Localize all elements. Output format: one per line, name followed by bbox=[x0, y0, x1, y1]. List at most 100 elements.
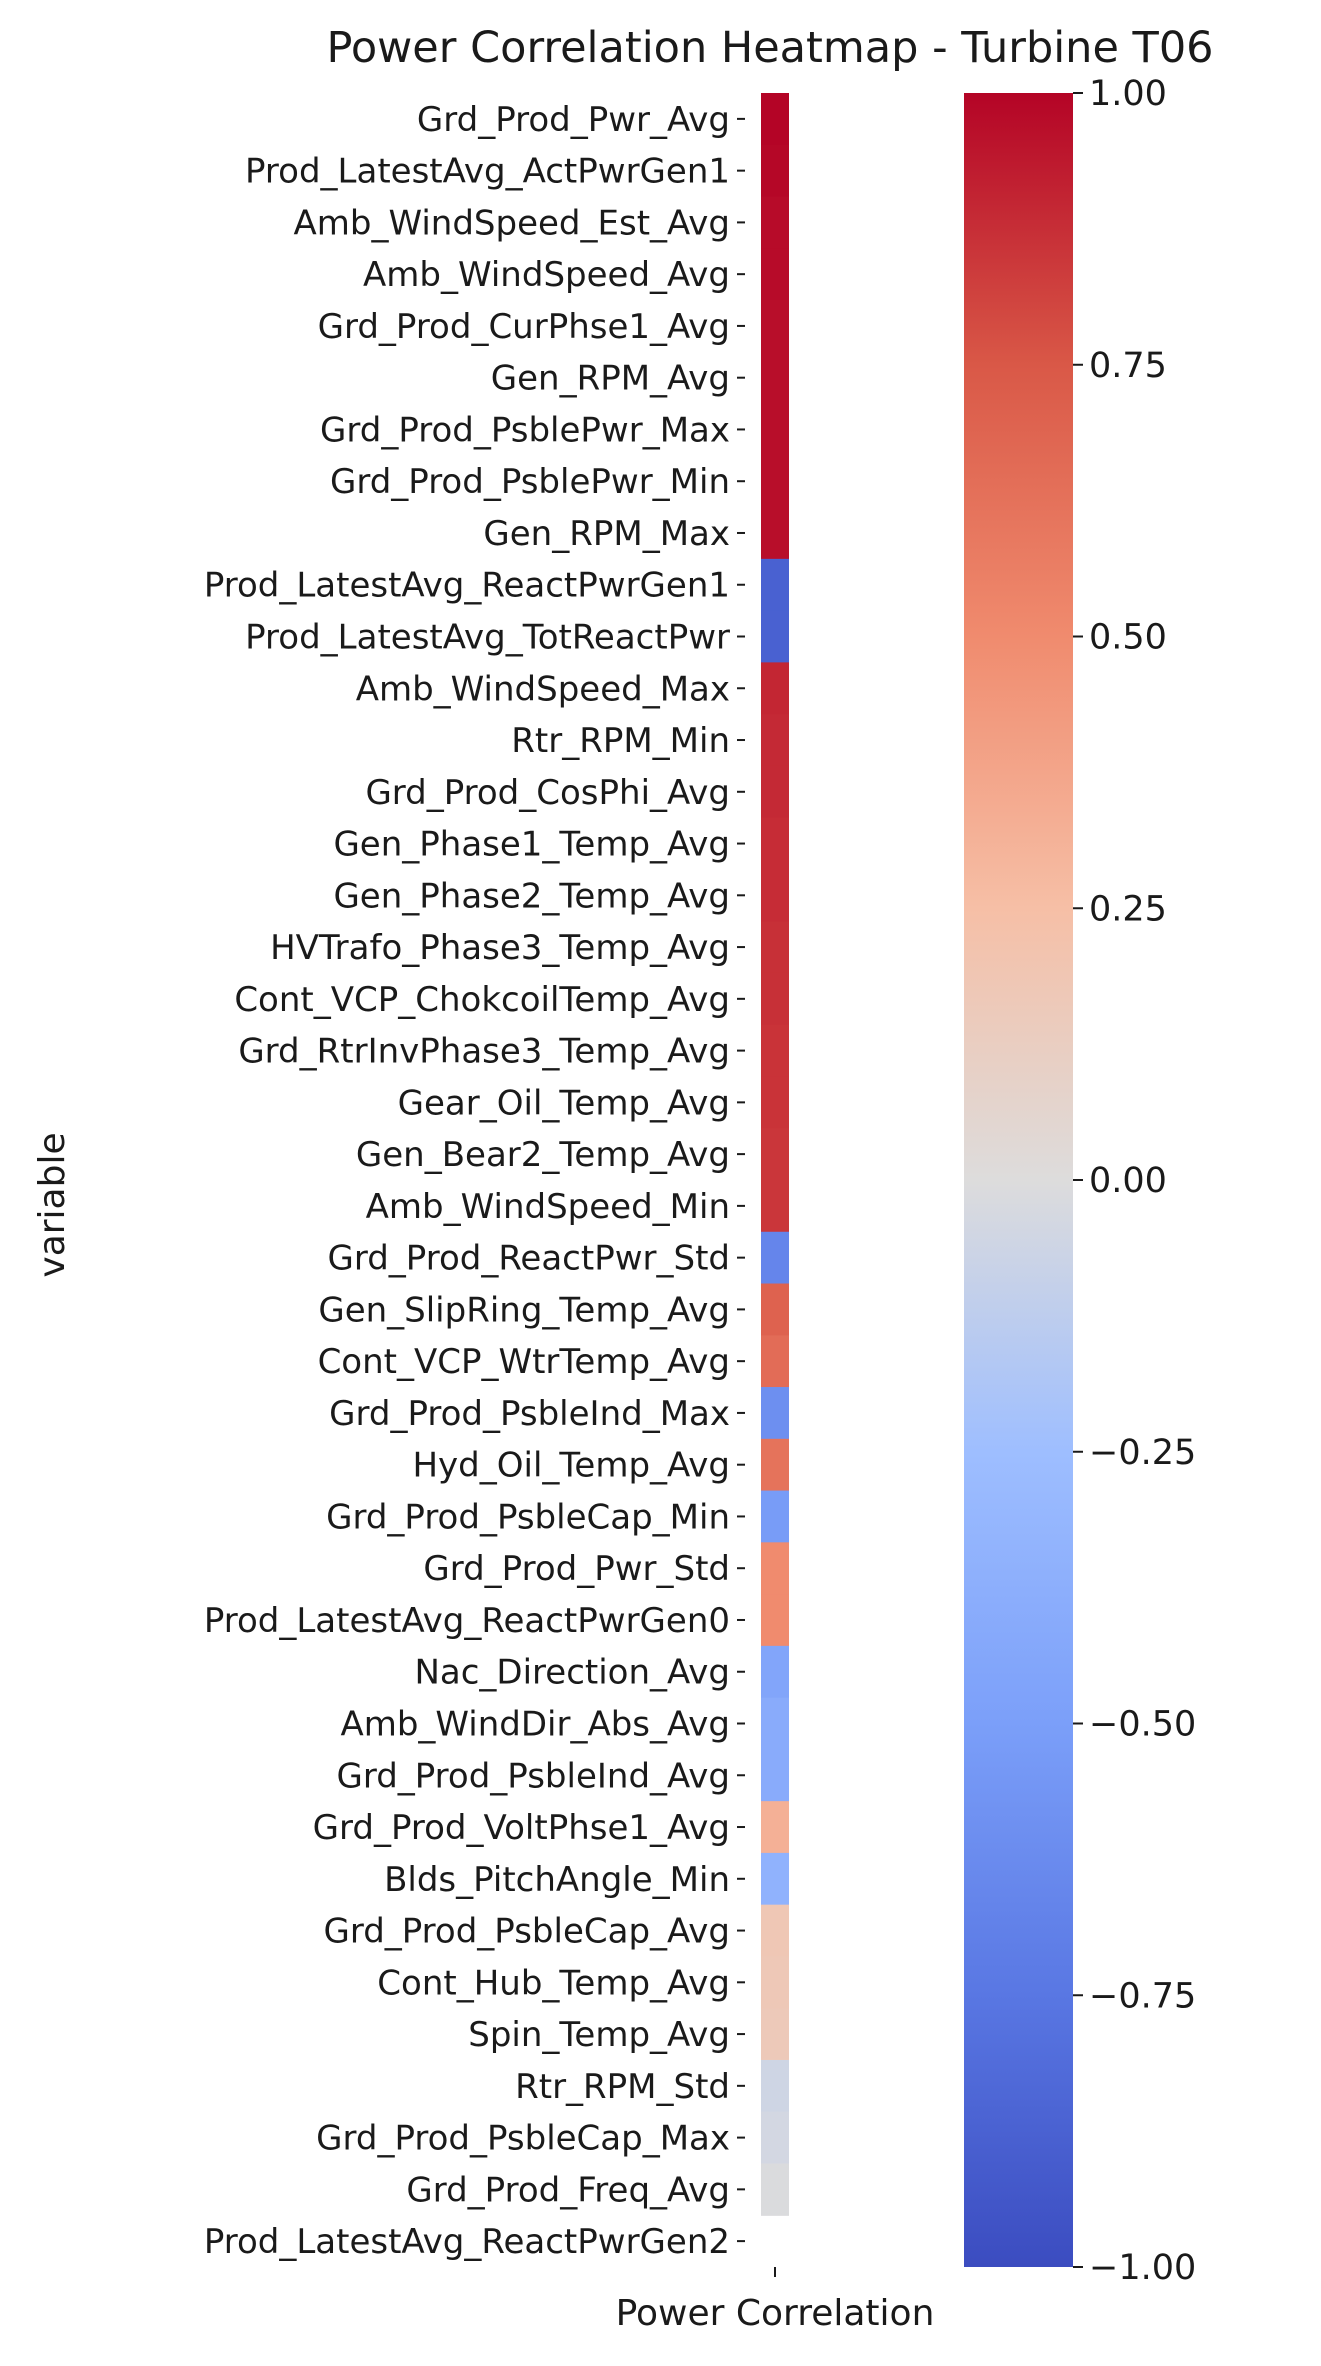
heatmap-cell bbox=[761, 2111, 789, 2165]
colorbar-tick-label: −1.00 bbox=[1089, 2248, 1196, 2288]
chart-title: Power Correlation Heatmap - Turbine T06 bbox=[326, 23, 1213, 73]
heatmap-cell bbox=[761, 765, 789, 819]
row-label: Grd_Prod_CurPhse1_Avg bbox=[318, 307, 730, 347]
colorbar-tick-label: 0.00 bbox=[1089, 1161, 1167, 1201]
x-axis-label: Power Correlation bbox=[616, 2293, 935, 2334]
heatmap-cell bbox=[761, 817, 789, 871]
row-label: Gen_RPM_Max bbox=[483, 514, 730, 554]
row-label: Grd_Prod_Freq_Avg bbox=[406, 2170, 730, 2210]
colorbar-tick-label: −0.50 bbox=[1089, 1705, 1196, 1745]
row-label: Prod_LatestAvg_ReactPwrGen2 bbox=[204, 2222, 730, 2262]
row-label: Prod_LatestAvg_TotReactPwr bbox=[245, 618, 730, 658]
heatmap-cell bbox=[761, 300, 789, 353]
row-label: Rtr_RPM_Std bbox=[515, 2067, 730, 2107]
heatmap-cell bbox=[761, 2008, 789, 2061]
heatmap-cell bbox=[761, 610, 789, 663]
heatmap-cell bbox=[761, 1904, 789, 1958]
row-label: Cont_VCP_ChokcoilTemp_Avg bbox=[234, 980, 730, 1020]
heatmap-cell bbox=[761, 2059, 789, 2113]
row-label: Cont_VCP_WtrTemp_Avg bbox=[318, 1342, 730, 1382]
heatmap-cell bbox=[761, 714, 789, 767]
row-label: Grd_Prod_PsbleCap_Avg bbox=[323, 1912, 730, 1952]
row-label: Grd_Prod_Pwr_Avg bbox=[417, 100, 730, 140]
row-label: Grd_Prod_Pwr_Std bbox=[423, 1549, 730, 1589]
row-labels: Grd_Prod_Pwr_Avg Prod_LatestAvg_ActPwrGen… bbox=[204, 100, 730, 2262]
row-label: Grd_RtrInvPhase3_Temp_Avg bbox=[238, 1032, 730, 1072]
heatmap-cell bbox=[761, 1645, 789, 1699]
colorbar-tick-label: 0.75 bbox=[1089, 346, 1167, 386]
row-label: Gen_Bear2_Temp_Avg bbox=[356, 1135, 730, 1175]
heatmap-cell bbox=[761, 921, 789, 974]
row-label: Grd_Prod_PsbleInd_Avg bbox=[336, 1756, 730, 1796]
heatmap-cell bbox=[761, 1542, 789, 1595]
row-label: Amb_WindSpeed_Max bbox=[356, 669, 730, 709]
row-label: Prod_LatestAvg_ReactPwrGen0 bbox=[204, 1601, 730, 1641]
colorbar-tick-label: 1.00 bbox=[1089, 74, 1167, 114]
row-label: Grd_Prod_PsblePwr_Min bbox=[330, 462, 730, 502]
heatmap-cell bbox=[761, 144, 789, 198]
heatmap-cell bbox=[761, 1024, 789, 1078]
y-axis-label: variable bbox=[32, 1132, 73, 1277]
heatmap-cell bbox=[761, 1697, 789, 1750]
heatmap-cell bbox=[761, 351, 789, 405]
heatmap-cell bbox=[761, 869, 789, 922]
row-label: Gen_RPM_Avg bbox=[491, 359, 730, 399]
heatmap-cell bbox=[761, 1128, 789, 1181]
row-label: HVTrafo_Phase3_Temp_Avg bbox=[270, 928, 730, 968]
heatmap-cell bbox=[761, 1594, 789, 1647]
row-label: Amb_WindSpeed_Min bbox=[366, 1187, 730, 1227]
colorbar-tick-label: −0.25 bbox=[1089, 1433, 1196, 1473]
row-label: Gen_Phase2_Temp_Avg bbox=[333, 876, 730, 916]
heatmap-cell bbox=[761, 196, 789, 249]
colorbar bbox=[964, 93, 1073, 2267]
row-label: Hyd_Oil_Temp_Avg bbox=[412, 1446, 730, 1486]
heatmap-cell bbox=[761, 1231, 789, 1285]
heatmap-cell bbox=[761, 662, 789, 715]
heatmap-cell bbox=[761, 1283, 789, 1336]
row-label: Blds_PitchAngle_Min bbox=[384, 1860, 730, 1900]
row-label: Grd_Prod_PsbleCap_Min bbox=[326, 1497, 730, 1537]
heatmap-cell bbox=[761, 2163, 789, 2216]
row-label: Grd_Prod_ReactPwr_Std bbox=[328, 1239, 731, 1279]
row-label: Nac_Direction_Avg bbox=[414, 1653, 730, 1693]
row-label: Cont_Hub_Temp_Avg bbox=[377, 1963, 730, 2003]
row-label: Rtr_RPM_Min bbox=[511, 721, 730, 761]
heatmap-cell bbox=[761, 1490, 789, 1543]
heatmap-cell bbox=[761, 972, 789, 1026]
colorbar-tick-label: 0.25 bbox=[1089, 889, 1167, 929]
row-label: Grd_Prod_PsblePwr_Max bbox=[320, 410, 730, 450]
row-label: Grd_Prod_PsbleCap_Max bbox=[316, 2119, 730, 2159]
heatmap-cell bbox=[761, 558, 789, 612]
row-label: Grd_Prod_VoltPhse1_Avg bbox=[313, 1808, 730, 1848]
heatmap-cell bbox=[761, 455, 789, 508]
colorbar-tick-label: 0.50 bbox=[1089, 618, 1167, 658]
heatmap-cell bbox=[761, 1180, 789, 1233]
heatmap-cell bbox=[761, 1801, 789, 1854]
row-label: Amb_WindDir_Abs_Avg bbox=[340, 1705, 730, 1745]
heatmap-cell bbox=[761, 93, 789, 146]
row-label: Grd_Prod_PsbleInd_Max bbox=[329, 1394, 730, 1434]
heatmap-cell bbox=[761, 403, 789, 456]
row-label: Gen_Phase1_Temp_Avg bbox=[333, 825, 730, 865]
heatmap-cell bbox=[761, 1335, 789, 1388]
heatmap-cell bbox=[761, 1076, 789, 1129]
heatmap-cell bbox=[761, 1438, 789, 1492]
row-label: Gear_Oil_Temp_Avg bbox=[398, 1083, 730, 1123]
row-ticks bbox=[737, 117, 745, 2243]
row-label: Spin_Temp_Avg bbox=[468, 2015, 730, 2055]
row-label: Amb_WindSpeed_Est_Avg bbox=[294, 203, 731, 243]
heatmap-cells bbox=[761, 93, 789, 2216]
colorbar-tick-label: −0.75 bbox=[1089, 1976, 1196, 2016]
heatmap-cell bbox=[761, 1749, 789, 1802]
row-label: Gen_SlipRing_Temp_Avg bbox=[318, 1290, 730, 1330]
row-label: Prod_LatestAvg_ActPwrGen1 bbox=[245, 152, 730, 192]
row-label: Amb_WindSpeed_Avg bbox=[363, 255, 730, 295]
heatmap-cell bbox=[761, 1387, 789, 1440]
row-label: Prod_LatestAvg_ReactPwrGen1 bbox=[204, 566, 730, 606]
colorbar-ticks: 1.00 0.75 0.50 0.25 0.00 −0.25 −0.50 −0.75 −1.00 bbox=[1073, 74, 1196, 2288]
heatmap-cell bbox=[761, 248, 789, 301]
row-label: Grd_Prod_CosPhi_Avg bbox=[365, 773, 730, 813]
heatmap-cell bbox=[761, 1956, 789, 2009]
heatmap-cell bbox=[761, 1852, 789, 1906]
